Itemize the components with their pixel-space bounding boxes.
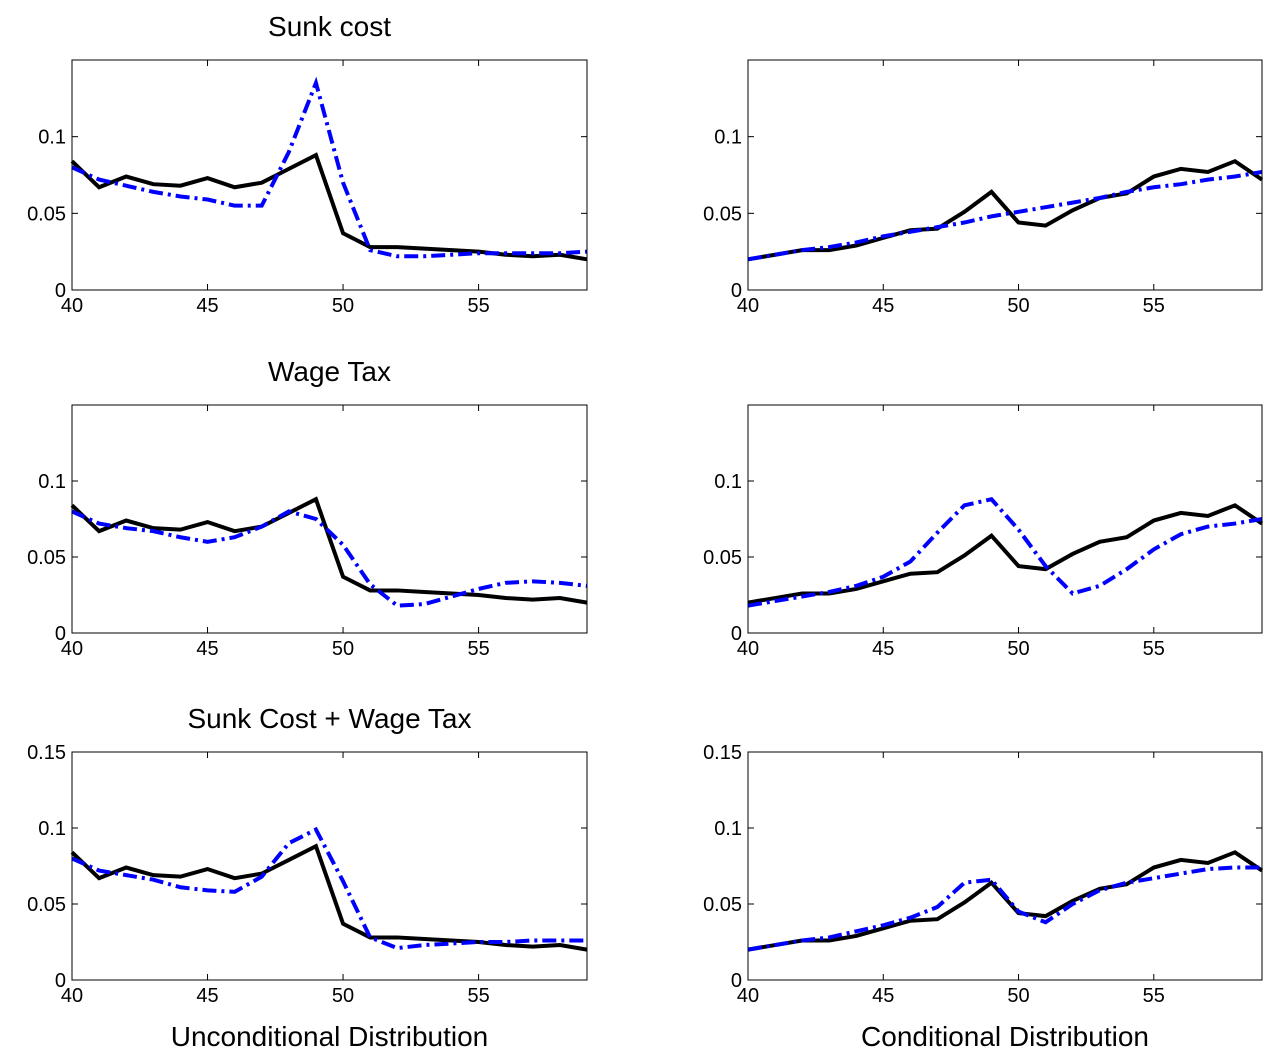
axes-box	[747, 751, 1263, 981]
panel-title: Sunk cost	[268, 11, 391, 42]
plot-area	[72, 405, 587, 633]
x-axis-label: Unconditional Distribution	[171, 1021, 489, 1052]
x-tick-label: 40	[737, 638, 759, 660]
axes-box	[747, 404, 1263, 634]
panel: 40 45 50 55 0 0.05 0.1 Wage Tax	[27, 356, 588, 660]
y-tick-label: 0.1	[38, 127, 66, 149]
series-line	[747, 169, 1263, 262]
y-tick-label: 0.1	[714, 818, 742, 840]
panel: 40 45 50 55 0 0.05 0.1 0.15 Sunk Cost + Wage Tax…	[27, 703, 588, 1052]
axes-box	[71, 751, 588, 981]
plot-area	[748, 405, 1262, 633]
y-tick-label: 0.05	[27, 894, 66, 916]
y-tick-label: 0	[731, 280, 742, 302]
x-tick-label: 55	[1143, 985, 1165, 1007]
y-tick-label: 0.05	[703, 894, 742, 916]
y-tick-label: 0	[731, 970, 742, 992]
panel-title: Wage Tax	[268, 356, 391, 387]
x-tick-label: 50	[332, 638, 354, 660]
panel: 40 45 50 55 0 0.05 0.1	[703, 404, 1264, 660]
axes-box	[71, 59, 588, 291]
plot-area	[748, 752, 1262, 980]
x-tick-label: 50	[1007, 985, 1029, 1007]
panel: 40 45 50 55 0 0.05 0.1 Sunk cost	[27, 11, 588, 317]
plot-area	[748, 60, 1262, 290]
x-tick-label: 45	[196, 638, 218, 660]
series-line	[747, 497, 1263, 608]
x-tick-label: 50	[1007, 295, 1029, 317]
x-tick-label: 45	[872, 985, 894, 1007]
x-tick-label: 55	[467, 985, 489, 1007]
y-tick-label: 0.05	[27, 203, 66, 225]
plot-area	[72, 60, 587, 290]
x-tick-label: 40	[61, 295, 83, 317]
series-line	[71, 509, 588, 608]
x-tick-label: 55	[467, 295, 489, 317]
y-tick-label: 0.05	[703, 547, 742, 569]
x-tick-label: 55	[467, 638, 489, 660]
x-tick-label: 40	[61, 985, 83, 1007]
y-tick-label: 0	[55, 623, 66, 645]
panel: 40 45 50 55 0 0.05 0.1 0.15 Conditional Distribu…	[703, 742, 1264, 1052]
y-tick-label: 0	[731, 623, 742, 645]
y-tick-label: 0.05	[27, 547, 66, 569]
x-tick-label: 55	[1143, 295, 1165, 317]
x-tick-label: 40	[737, 985, 759, 1007]
y-tick-label: 0.15	[27, 742, 66, 764]
x-tick-label: 50	[332, 985, 354, 1007]
y-tick-label: 0.1	[714, 471, 742, 493]
series-line	[70, 496, 588, 605]
series-line	[70, 843, 588, 952]
axes-box	[747, 59, 1263, 291]
x-axis-label: Conditional Distribution	[861, 1021, 1149, 1052]
x-tick-label: 40	[61, 638, 83, 660]
x-tick-label: 45	[196, 985, 218, 1007]
panel-title: Sunk Cost + Wage Tax	[187, 703, 471, 734]
axes-box	[71, 404, 588, 634]
x-tick-label: 45	[196, 295, 218, 317]
y-tick-label: 0.1	[38, 818, 66, 840]
panel: 40 45 50 55 0 0.05 0.1	[703, 59, 1264, 317]
y-tick-label: 0	[55, 280, 66, 302]
series-line	[70, 152, 588, 262]
x-tick-label: 50	[332, 295, 354, 317]
x-tick-label: 45	[872, 295, 894, 317]
x-tick-label: 40	[737, 295, 759, 317]
series-line	[747, 158, 1264, 262]
y-tick-label: 0.15	[703, 742, 742, 764]
y-tick-label: 0.1	[38, 471, 66, 493]
series-line	[747, 865, 1262, 952]
series-line	[71, 826, 587, 951]
y-tick-label: 0	[55, 970, 66, 992]
x-tick-label: 55	[1143, 638, 1165, 660]
x-tick-label: 45	[872, 638, 894, 660]
x-tick-label: 50	[1007, 638, 1029, 660]
y-tick-label: 0.05	[703, 203, 742, 225]
series-line	[71, 76, 588, 259]
y-tick-label: 0.1	[714, 127, 742, 149]
